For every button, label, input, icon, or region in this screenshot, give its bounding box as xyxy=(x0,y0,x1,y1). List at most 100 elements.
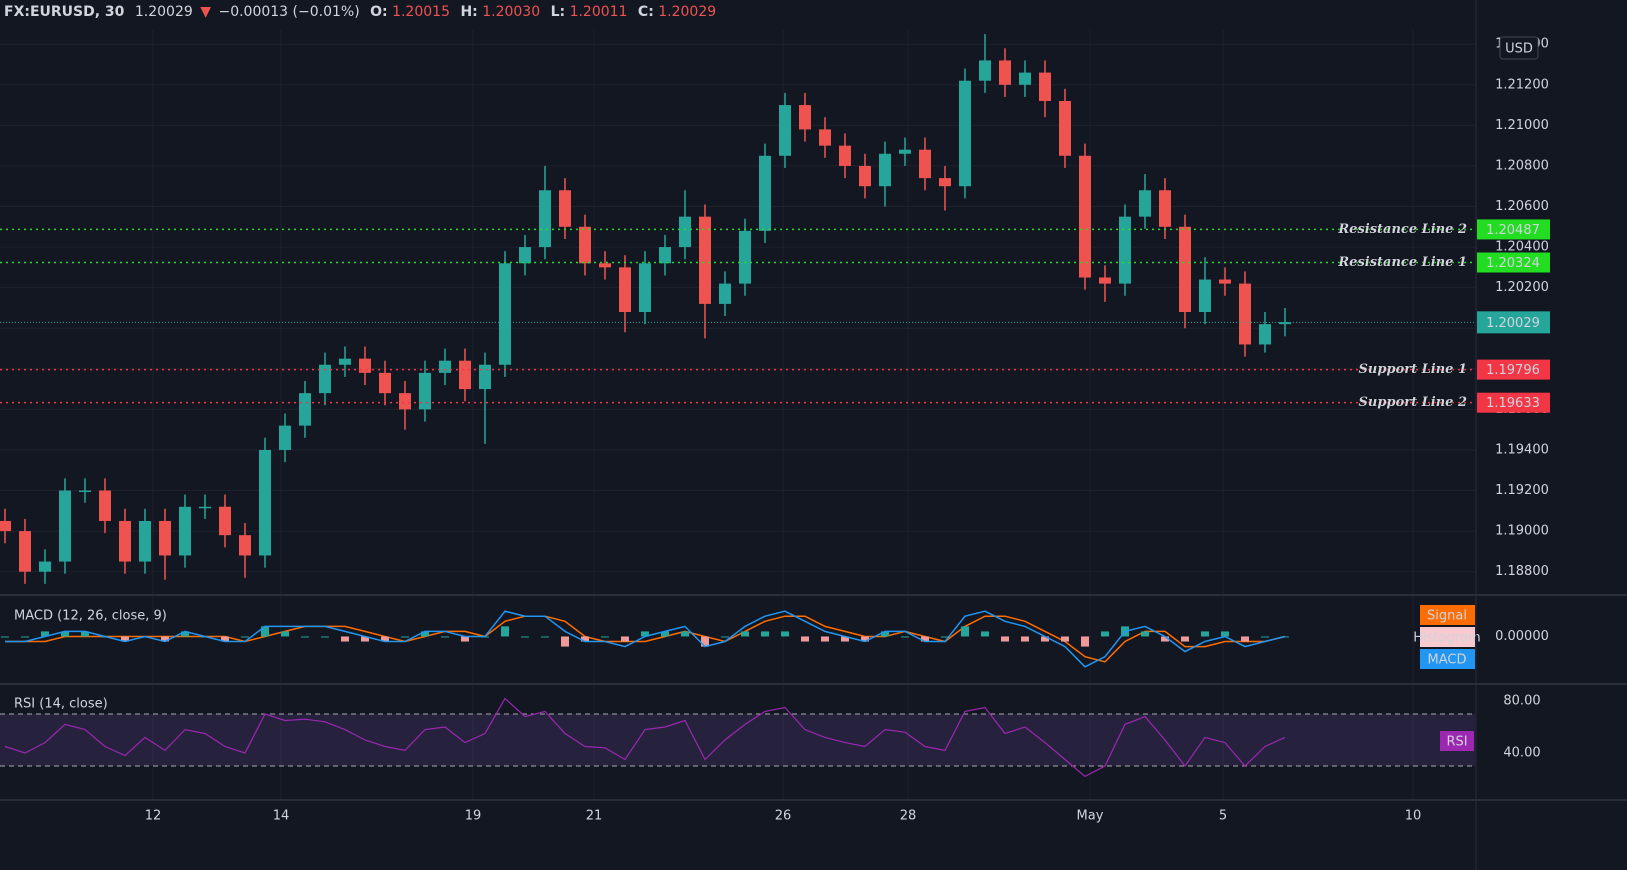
histogram-bar xyxy=(1201,631,1209,637)
y-tick-label: 1.21200 xyxy=(1495,77,1549,92)
histogram-bar xyxy=(61,631,69,637)
last-price: 1.20029 xyxy=(135,4,193,20)
histogram-bar xyxy=(381,636,389,642)
change: −0.00013 (−0.01%) xyxy=(218,4,359,20)
level-label: Resistance Line 1 xyxy=(1337,255,1467,270)
price-tag-label: 1.20487 xyxy=(1486,223,1540,238)
y-tick-label: 1.19400 xyxy=(1495,442,1549,457)
mark-layer xyxy=(0,34,1475,778)
candle-body xyxy=(359,358,371,373)
candle-body xyxy=(1259,324,1271,345)
y-tick-label: 0.00000 xyxy=(1495,629,1549,644)
candle-body xyxy=(839,145,851,166)
candle-body xyxy=(1039,72,1051,102)
candle-body xyxy=(219,506,231,536)
histogram-bar xyxy=(1061,636,1069,642)
high-label: H: xyxy=(460,4,477,20)
histogram-bar xyxy=(81,631,89,637)
currency-badge xyxy=(1499,36,1539,60)
candle-body xyxy=(279,425,291,450)
candle-body xyxy=(239,535,251,556)
x-tick-label: 28 xyxy=(900,809,917,824)
price-tag-label: 1.20029 xyxy=(1486,316,1540,331)
histogram-bar xyxy=(841,636,849,642)
histogram-bar xyxy=(241,636,249,638)
histogram-bar xyxy=(321,636,329,638)
candle-body xyxy=(1059,101,1071,156)
candle-body xyxy=(79,490,91,493)
candle-body xyxy=(799,105,811,130)
histogram-bar xyxy=(441,636,449,638)
symbol: FX:EURUSD, 30 xyxy=(4,4,125,20)
close-value: 1.20029 xyxy=(658,4,716,20)
y-tick-label: 1.19000 xyxy=(1495,524,1549,539)
candle-body xyxy=(1179,226,1191,312)
histogram-bar xyxy=(601,636,609,638)
candle-body xyxy=(299,393,311,426)
candle-body xyxy=(859,165,871,187)
candle-body xyxy=(259,449,271,556)
y-tick-label: 1.21000 xyxy=(1495,118,1549,133)
price-tag xyxy=(1477,219,1550,240)
candle-body xyxy=(459,360,471,390)
candle-body xyxy=(739,230,751,284)
histogram-bar xyxy=(1141,631,1149,637)
candle-body xyxy=(19,531,31,572)
histogram-bar xyxy=(21,636,29,638)
candle-body xyxy=(399,393,411,410)
macd-line xyxy=(5,610,1286,668)
candle-body xyxy=(159,520,171,556)
histogram-bar xyxy=(681,631,689,637)
header: FX:EURUSD, 30 1.20029 ▼ −0.00013 (−0.01%… xyxy=(4,4,716,20)
histogram-bar xyxy=(1161,636,1169,642)
histogram-bar xyxy=(41,631,49,637)
histogram-bar xyxy=(421,631,429,637)
candle-body xyxy=(939,178,951,187)
overlay-layer: 12 14 19 21 26 28 May 5 10 1.18800 1.19000 1.19200 1… xyxy=(145,36,1550,824)
candle-body xyxy=(719,283,731,304)
histogram-bar xyxy=(781,631,789,637)
histogram-bar xyxy=(661,631,669,637)
candle-body xyxy=(1199,279,1211,312)
legend-badge xyxy=(1420,627,1475,647)
x-tick-label: May xyxy=(1077,809,1104,824)
histogram-bar xyxy=(901,636,909,638)
legend-badge xyxy=(1420,649,1475,669)
candle-body xyxy=(519,247,531,264)
candle-body xyxy=(1239,283,1251,345)
legend-label: Histogram xyxy=(1413,631,1480,646)
x-tick-label: 12 xyxy=(145,809,162,824)
histogram-bar xyxy=(341,636,349,642)
candle-body xyxy=(119,520,131,562)
candle-body xyxy=(1119,216,1131,284)
histogram-bar xyxy=(1241,636,1249,642)
candle-body xyxy=(499,263,511,365)
x-tick-label: 19 xyxy=(465,809,482,824)
candle-body xyxy=(0,520,11,532)
x-tick-label: 5 xyxy=(1219,809,1227,824)
histogram-bar xyxy=(881,631,889,637)
histogram-bar xyxy=(1041,636,1049,642)
histogram-bar xyxy=(1001,636,1009,642)
rsi-line xyxy=(4,697,1286,778)
histogram-bar xyxy=(461,636,469,642)
y-tick-label: 1.20400 xyxy=(1495,240,1549,255)
down-arrow: ▼ xyxy=(200,4,211,20)
candle-body xyxy=(659,247,671,264)
candle-body xyxy=(879,153,891,187)
histogram-bar xyxy=(1261,636,1269,638)
candle-body xyxy=(819,129,831,146)
y-tick-label: 1.20800 xyxy=(1495,158,1549,173)
candle-body xyxy=(379,372,391,394)
candle-body xyxy=(699,216,711,304)
histogram-bar xyxy=(1,636,9,638)
histogram-bar xyxy=(1021,636,1029,642)
histogram-bar xyxy=(921,636,929,642)
candle-body xyxy=(599,263,611,268)
histogram-bar xyxy=(361,636,369,642)
candle-body xyxy=(59,490,71,562)
candle-body xyxy=(419,372,431,410)
y-tick-label: 80.00 xyxy=(1503,693,1540,708)
histogram-bar xyxy=(541,636,549,638)
candle-body xyxy=(1219,279,1231,284)
